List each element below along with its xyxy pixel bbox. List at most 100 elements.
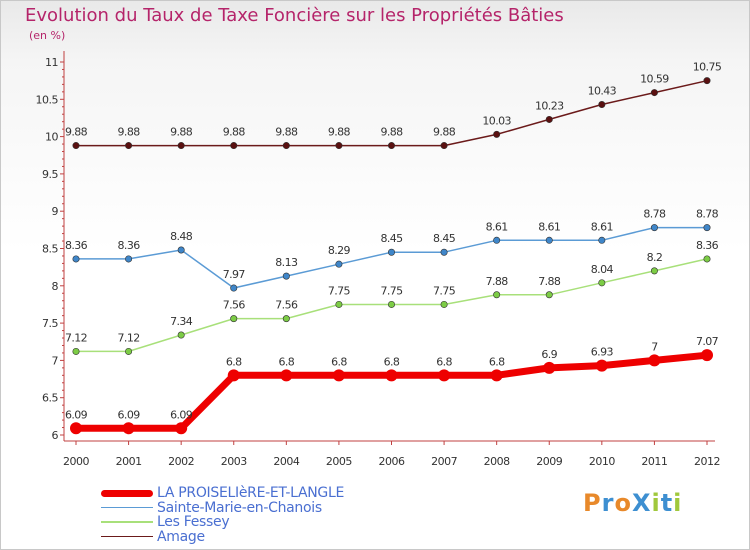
data-label: 6.8 (278, 355, 294, 368)
data-point (545, 236, 553, 244)
data-point (493, 236, 501, 244)
data-label: 8.36 (65, 239, 88, 252)
data-point (177, 246, 185, 254)
data-label: 10.03 (482, 114, 511, 127)
data-label: 8.78 (696, 208, 719, 221)
data-label: 7.97 (223, 268, 246, 281)
data-label: 9.88 (170, 126, 193, 139)
data-point (335, 300, 343, 308)
data-point (598, 101, 606, 109)
y-tick-label: 9 (52, 205, 59, 218)
data-point (230, 315, 238, 323)
data-point (125, 255, 133, 263)
data-point (598, 236, 606, 244)
data-point (650, 267, 658, 275)
x-tick-label: 2003 (221, 455, 247, 468)
x-tick-label: 2006 (379, 455, 405, 468)
data-label: 8.61 (486, 220, 508, 233)
data-label: 8.36 (696, 239, 719, 252)
data-point (703, 224, 711, 232)
data-label: 8.29 (328, 244, 351, 257)
data-point (387, 142, 395, 150)
data-label: 8.36 (118, 239, 141, 252)
x-tick-label: 2009 (536, 455, 562, 468)
y-tick-label: 6 (52, 429, 59, 442)
data-label: 9.88 (65, 126, 88, 139)
data-point (177, 142, 185, 150)
data-point (335, 260, 343, 268)
x-tick-label: 2008 (484, 455, 510, 468)
data-point (493, 291, 501, 299)
logo-letter: t (660, 489, 674, 517)
data-point (440, 142, 448, 150)
data-point (440, 300, 448, 308)
data-label: 9.88 (275, 126, 298, 139)
unit-label: (en %) (29, 29, 66, 42)
data-label: 8.61 (538, 220, 560, 233)
data-label: 7 (651, 340, 658, 353)
logo-letter: P (583, 489, 602, 517)
data-label: 6.8 (226, 355, 242, 368)
data-point (650, 224, 658, 232)
data-point (545, 115, 553, 123)
x-tick-label: 2004 (273, 455, 299, 468)
data-label: 7.34 (170, 315, 193, 328)
x-tick-label: 2011 (641, 455, 667, 468)
y-tick-label: 8 (52, 280, 59, 293)
data-point (543, 361, 556, 374)
data-label: 6.09 (65, 408, 88, 421)
data-label: 10.59 (640, 73, 669, 86)
data-label: 8.48 (170, 230, 193, 243)
data-label: 6.09 (118, 408, 141, 421)
data-point (703, 255, 711, 263)
data-label: 8.2 (647, 251, 663, 264)
data-label: 9.88 (433, 126, 456, 139)
data-point (282, 142, 290, 150)
x-tick-label: 2012 (694, 455, 720, 468)
data-point (72, 347, 80, 355)
y-tick-label: 7 (52, 354, 59, 367)
legend-label: LA PROISELIèRE-ET-LANGLE (157, 485, 344, 501)
legend-swatch (101, 521, 153, 523)
data-point (72, 255, 80, 263)
data-point (280, 369, 293, 382)
legend-swatch (101, 489, 153, 497)
data-label: 9.88 (223, 126, 246, 139)
legend-label: Les Fessey (157, 514, 230, 530)
x-tick-label: 2010 (589, 455, 615, 468)
data-label: 9.88 (380, 126, 403, 139)
data-point (230, 284, 238, 292)
data-point (227, 369, 240, 382)
x-tick-label: 2001 (116, 455, 142, 468)
data-label: 8.45 (433, 232, 456, 245)
data-label: 10.43 (588, 85, 617, 98)
data-point (335, 142, 343, 150)
data-point (282, 272, 290, 280)
data-label: 8.45 (380, 232, 403, 245)
data-label: 7.75 (328, 284, 351, 297)
data-point (177, 331, 185, 339)
data-point (122, 422, 135, 435)
data-label: 6.8 (436, 355, 452, 368)
data-point (703, 77, 711, 85)
data-point (387, 300, 395, 308)
legend-swatch (101, 506, 153, 509)
data-point (545, 291, 553, 299)
data-point (70, 422, 82, 435)
data-label: 6.8 (331, 355, 347, 368)
data-label: 7.07 (696, 335, 719, 348)
data-point (701, 349, 713, 362)
data-point (650, 89, 658, 97)
data-point (282, 315, 290, 323)
y-tick-label: 10.5 (36, 93, 59, 106)
data-point (493, 130, 501, 138)
data-label: 7.56 (223, 299, 246, 312)
x-tick-label: 2007 (431, 455, 457, 468)
data-point (598, 279, 606, 287)
y-tick-label: 11 (45, 56, 58, 69)
data-label: 10.75 (693, 61, 722, 74)
data-point (332, 369, 345, 382)
data-point (175, 422, 188, 435)
